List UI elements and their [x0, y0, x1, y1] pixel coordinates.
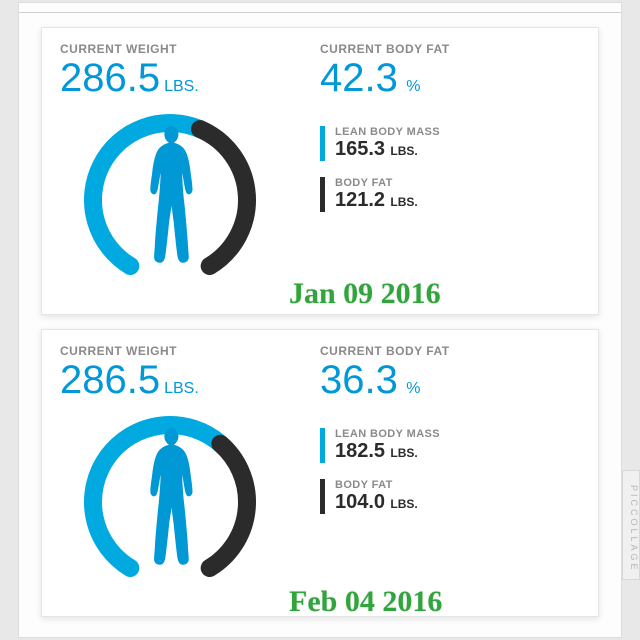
lean-mass-label: LEAN BODY MASS: [335, 126, 580, 138]
lean-mass-label: LEAN BODY MASS: [335, 428, 580, 440]
body-silhouette-icon: [135, 124, 205, 274]
body-fat-value: 121.2 LBS.: [335, 189, 580, 212]
bodyfat-label: CURRENT BODY FAT: [320, 42, 580, 56]
body-silhouette-icon: [135, 426, 205, 576]
composition-ring: [60, 406, 320, 598]
weight-value: 286.5LBS.: [60, 360, 320, 400]
bodyfat-value: 36.3 %: [320, 360, 580, 400]
ring-fat-arc: [200, 129, 247, 266]
ring-fat-arc: [210, 444, 247, 568]
weight-value: 286.5LBS.: [60, 58, 320, 98]
body-fat-label: BODY FAT: [335, 177, 580, 189]
body-fat-stat: BODY FAT 104.0 LBS.: [320, 479, 580, 514]
lean-mass-stat: LEAN BODY MASS 182.5 LBS.: [320, 428, 580, 463]
window-topbar: [19, 3, 621, 13]
body-fat-label: BODY FAT: [335, 479, 580, 491]
lean-mass-stat: LEAN BODY MASS 165.3 LBS.: [320, 126, 580, 161]
bodyfat-label: CURRENT BODY FAT: [320, 344, 580, 358]
lean-mass-value: 165.3 LBS.: [335, 138, 580, 161]
bodyfat-value: 42.3 %: [320, 58, 580, 98]
body-fat-value: 104.0 LBS.: [335, 491, 580, 514]
lean-mass-value: 182.5 LBS.: [335, 440, 580, 463]
weight-label: CURRENT WEIGHT: [60, 344, 320, 358]
composition-ring: [60, 104, 320, 296]
measurement-card: CURRENT WEIGHT 286.5LBS. CURRENT BODY FA…: [41, 27, 599, 315]
app-frame: CURRENT WEIGHT 286.5LBS. CURRENT BODY FA…: [18, 2, 622, 638]
body-fat-stat: BODY FAT 121.2 LBS.: [320, 177, 580, 212]
weight-label: CURRENT WEIGHT: [60, 42, 320, 56]
piccollage-watermark: PICCOLLAGE: [622, 470, 640, 580]
measurement-card: CURRENT WEIGHT 286.5LBS. CURRENT BODY FA…: [41, 329, 599, 617]
